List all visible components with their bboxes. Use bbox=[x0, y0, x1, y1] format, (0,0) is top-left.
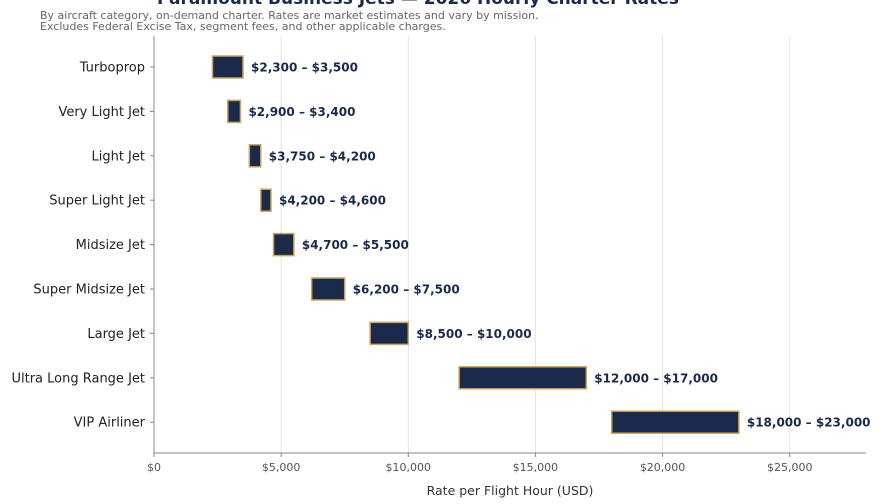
range-label: $4,700 – $5,500 bbox=[302, 238, 409, 252]
range-label: $3,750 – $4,200 bbox=[269, 149, 376, 163]
x-tick-label: $5,000 bbox=[262, 461, 301, 474]
x-tick-label: $0 bbox=[147, 461, 161, 474]
range-bar bbox=[260, 188, 272, 212]
range-bar bbox=[610, 410, 740, 434]
range-bar bbox=[226, 99, 242, 124]
category-label: Light Jet bbox=[91, 149, 145, 164]
chart-subtitle-line-2: Excludes Federal Excise Tax, segment fee… bbox=[40, 20, 446, 33]
labels: $2,300 – $3,500 $2,900 – $3,400 $3,750 – $… bbox=[248, 61, 870, 430]
x-tick-label: $15,000 bbox=[513, 461, 559, 474]
range-bar bbox=[458, 366, 588, 390]
x-axis-title: Rate per Flight Hour (USD) bbox=[427, 483, 594, 498]
category-label: VIP Airliner bbox=[74, 416, 146, 431]
range-label: $2,300 – $3,500 bbox=[251, 61, 358, 75]
range-bar bbox=[369, 321, 410, 346]
axes: $0 $5,000 $10,000 $15,000 $20,000 $25,000 Turb… bbox=[11, 36, 866, 474]
range-label: $18,000 – $23,000 bbox=[747, 416, 871, 430]
range-label: $4,200 – $4,600 bbox=[279, 194, 386, 208]
chart-title: Paramount Business Jets — 2026 Hourly Ch… bbox=[157, 0, 679, 9]
category-label: Large Jet bbox=[87, 327, 145, 342]
x-tick-label: $10,000 bbox=[386, 461, 432, 474]
category-label: Ultra Long Range Jet bbox=[11, 371, 145, 386]
category-label: Turboprop bbox=[79, 61, 145, 76]
category-label: Midsize Jet bbox=[76, 238, 145, 253]
range-label: $12,000 – $17,000 bbox=[594, 371, 718, 385]
chart-subtitle-line-1: By aircraft category, on-demand charter.… bbox=[40, 9, 539, 22]
range-bar bbox=[310, 277, 346, 301]
x-tick-label: $25,000 bbox=[767, 461, 813, 474]
range-label: $2,900 – $3,400 bbox=[248, 105, 355, 119]
category-label: Very Light Jet bbox=[58, 105, 145, 120]
range-bar bbox=[272, 232, 295, 257]
range-label: $8,500 – $10,000 bbox=[416, 327, 531, 341]
category-label: Super Midsize Jet bbox=[33, 283, 145, 298]
range-bar bbox=[211, 55, 244, 79]
range-label: $6,200 – $7,500 bbox=[353, 283, 460, 297]
bars bbox=[211, 55, 740, 434]
x-tick-label: $20,000 bbox=[640, 461, 686, 474]
category-label: Super Light Jet bbox=[49, 194, 145, 209]
range-bar bbox=[248, 144, 262, 168]
